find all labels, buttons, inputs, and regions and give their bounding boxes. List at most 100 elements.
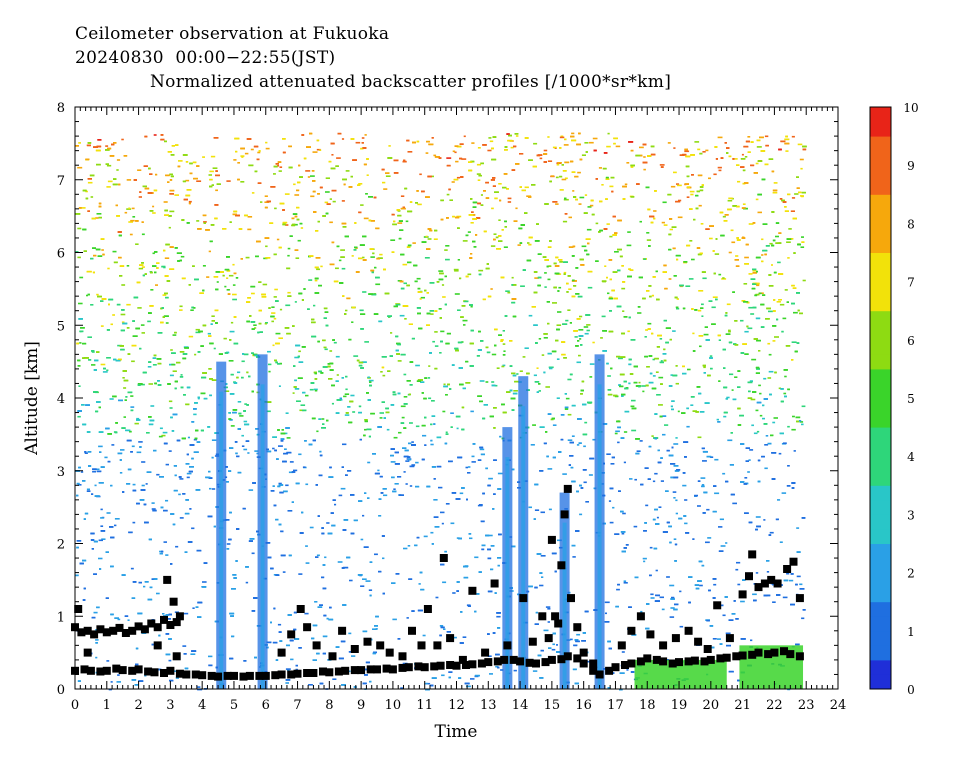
- cloud-base-marker: [166, 621, 175, 629]
- cloud-base-marker: [754, 583, 763, 592]
- cloud-base-marker: [795, 652, 804, 661]
- colorbar-segment: [870, 150, 891, 166]
- cloud-base-marker: [198, 671, 207, 680]
- cloud-base-marker: [493, 657, 502, 666]
- cloud-base-marker: [271, 671, 280, 680]
- cloud-base-marker: [388, 665, 397, 674]
- x-tick-label: 4: [198, 698, 206, 713]
- cloud-base-marker: [439, 554, 448, 562]
- cloud-base-marker: [579, 659, 588, 668]
- cloud-base-marker: [541, 658, 550, 667]
- cloud-base-marker: [446, 661, 455, 669]
- cloud-base-marker: [573, 623, 582, 632]
- colorbar-segment: [870, 179, 891, 195]
- cloud-base-marker: [420, 663, 429, 672]
- colorbar-segment: [870, 252, 891, 268]
- x-tick-label: 22: [766, 698, 783, 713]
- y-axis-label: Altitude [km]: [22, 341, 42, 456]
- cloud-base-markers: [71, 484, 804, 681]
- cloud-base-marker: [551, 612, 560, 621]
- cloud-base-marker: [140, 625, 149, 634]
- cloud-base-marker: [579, 648, 588, 657]
- cloud-base-marker: [547, 535, 556, 544]
- x-axis-label: Time: [435, 722, 478, 742]
- cloud-base-marker: [175, 669, 184, 678]
- cloud-base-marker: [417, 641, 426, 650]
- cloud-base-marker: [74, 605, 83, 613]
- cloud-base-marker: [532, 659, 540, 668]
- colorbar-segment: [870, 223, 891, 239]
- colorbar-segment: [870, 325, 891, 341]
- x-tick-label: 20: [703, 698, 720, 713]
- colorbar-segment: [870, 427, 891, 443]
- cloud-base-marker: [147, 619, 156, 628]
- colorbar-segment: [870, 121, 891, 137]
- cloud-base-marker: [230, 671, 238, 680]
- colorbar-segment: [870, 281, 891, 297]
- cloud-base-marker: [102, 666, 111, 675]
- cloud-base-marker: [462, 661, 470, 669]
- cloud-base-marker: [636, 612, 645, 621]
- colorbar-segment: [870, 543, 891, 559]
- cloud-base-marker: [277, 670, 286, 679]
- cloud-base-marker: [83, 626, 92, 635]
- cloud-base-marker: [738, 590, 747, 599]
- cloud-base-marker: [118, 666, 127, 675]
- chart-title-quantity: Normalized attenuated backscatter profil…: [150, 72, 672, 92]
- cloud-base-marker: [376, 641, 385, 650]
- cloud-base-marker: [350, 645, 359, 653]
- x-tick-label: 2: [134, 698, 142, 713]
- cloud-base-marker: [398, 652, 407, 661]
- cloud-base-marker: [312, 641, 321, 650]
- cloud-base-marker: [182, 670, 191, 679]
- cloud-base-marker: [627, 659, 636, 668]
- cloud-base-marker: [102, 628, 111, 637]
- cloud-base-marker: [293, 669, 302, 678]
- cloud-base-marker: [563, 484, 572, 493]
- cloud-base-marker: [398, 663, 407, 672]
- x-tick-label: 7: [293, 698, 301, 713]
- colorbar-tick-label: 7: [907, 276, 915, 290]
- cloud-base-marker: [668, 659, 677, 668]
- cloud-base-marker: [636, 657, 645, 666]
- cloud-base-marker: [745, 572, 753, 581]
- cloud-base-marker: [433, 641, 442, 650]
- cloud-base-marker: [80, 665, 89, 674]
- colorbar-segment: [870, 107, 891, 123]
- cloud-base-marker: [223, 671, 232, 680]
- colorbar-segment: [870, 499, 891, 515]
- cloud-base-marker: [509, 655, 518, 664]
- cloud-base-marker: [477, 659, 486, 668]
- cloud-base-marker: [338, 626, 347, 635]
- colorbar-segment: [870, 558, 891, 574]
- cloud-base-marker: [690, 656, 699, 665]
- cloud-base-marker: [694, 637, 703, 646]
- cloud-base-marker: [519, 594, 528, 603]
- x-tick-label: 11: [416, 698, 433, 713]
- cloud-base-marker: [134, 665, 143, 674]
- colorbar-segment: [870, 194, 891, 210]
- colorbar-segment: [870, 310, 891, 326]
- cloud-base-marker: [643, 654, 652, 663]
- cloud-base-marker: [722, 653, 731, 662]
- cloud-base-marker: [112, 664, 121, 673]
- cloud-base-marker: [191, 670, 200, 679]
- y-tick-label: 6: [57, 247, 65, 262]
- cloud-base-marker: [468, 586, 477, 595]
- cloud-base-marker: [738, 651, 747, 660]
- cloud-base-marker: [713, 601, 722, 610]
- cloud-base-marker: [760, 579, 769, 588]
- cloud-base-marker: [795, 594, 804, 603]
- colorbar-segment: [870, 528, 891, 544]
- cloud-base-marker: [652, 655, 661, 664]
- cloud-base-marker: [166, 666, 175, 675]
- cloud-base-marker: [245, 671, 254, 680]
- cloud-base-marker: [700, 657, 709, 666]
- colorbar-segment: [870, 383, 891, 399]
- cloud-base-marker: [86, 666, 95, 675]
- aerosol-plumes: [216, 354, 804, 689]
- cloud-base-marker: [277, 648, 286, 657]
- cloud-base-marker: [207, 671, 216, 680]
- cloud-base-marker: [303, 623, 312, 632]
- cloud-base-marker: [423, 605, 432, 613]
